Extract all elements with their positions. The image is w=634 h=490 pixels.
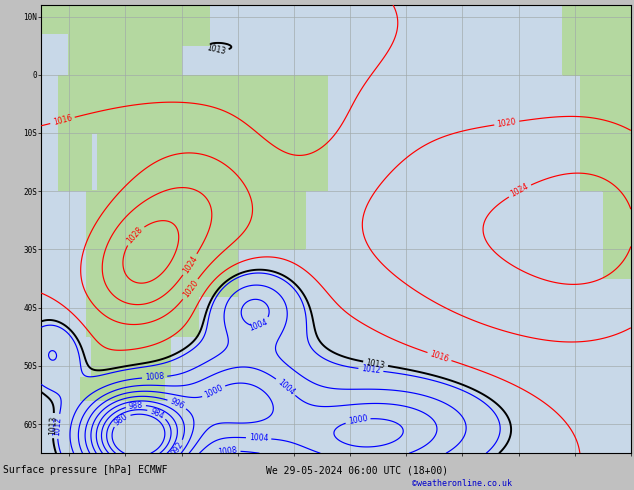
Text: 1004: 1004 (276, 377, 296, 397)
Text: 1016: 1016 (429, 349, 450, 364)
Text: 1008: 1008 (145, 372, 165, 382)
Text: 1000: 1000 (347, 414, 368, 426)
Text: 1028: 1028 (125, 225, 145, 245)
Text: 1012: 1012 (361, 365, 381, 375)
Text: 1024: 1024 (509, 182, 531, 199)
Text: 980: 980 (113, 412, 130, 427)
Text: 992: 992 (170, 440, 185, 457)
Text: 1020: 1020 (181, 279, 200, 299)
Text: 988: 988 (128, 400, 143, 411)
Text: 1020: 1020 (496, 117, 517, 129)
Text: ©weatheronline.co.uk: ©weatheronline.co.uk (412, 479, 512, 489)
Text: 1008: 1008 (218, 446, 238, 457)
Text: 1012: 1012 (53, 416, 63, 436)
Text: 1013: 1013 (205, 43, 226, 56)
Text: We 29-05-2024 06:00 UTC (18+00): We 29-05-2024 06:00 UTC (18+00) (266, 465, 448, 475)
Text: 1004: 1004 (248, 318, 269, 333)
Text: 1013: 1013 (48, 416, 58, 436)
Text: Surface pressure [hPa] ECMWF: Surface pressure [hPa] ECMWF (3, 465, 167, 475)
Text: 1004: 1004 (249, 433, 269, 443)
Text: 1016: 1016 (52, 114, 73, 127)
Text: 996: 996 (169, 396, 186, 411)
Text: 1000: 1000 (203, 383, 224, 400)
Text: 984: 984 (148, 406, 165, 420)
Text: 1013: 1013 (365, 358, 386, 370)
Text: 1024: 1024 (181, 254, 199, 275)
